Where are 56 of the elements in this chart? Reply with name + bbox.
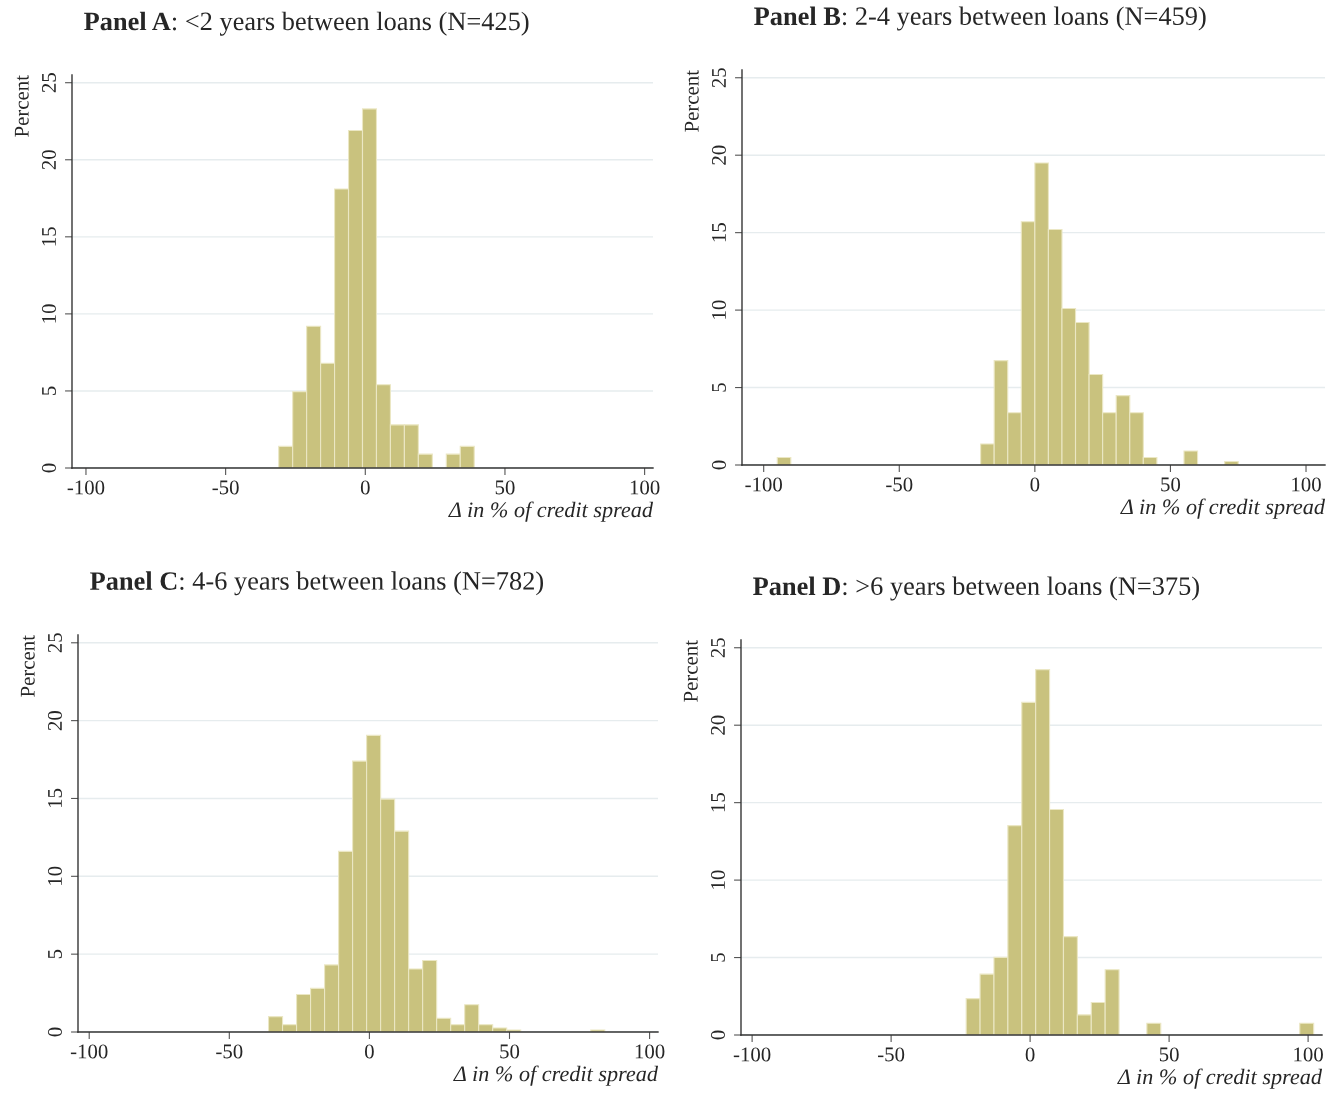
y-tick-label: 0 xyxy=(710,1030,725,1040)
y-tick-label: 0 xyxy=(711,460,726,470)
x-tick-label: -100 xyxy=(733,1047,771,1062)
y-tick-label: 5 xyxy=(711,953,725,962)
y-tick-label: 0 xyxy=(41,463,56,473)
y-tick-label: 5 xyxy=(48,949,62,959)
y-axis-title: Percent xyxy=(684,70,699,132)
y-axis-title: Percent xyxy=(20,635,35,697)
y-tick-label: 15 xyxy=(711,793,725,812)
chart-title: Panel A: <2 years between loans (N=425) xyxy=(84,11,529,36)
y-axis-title: Percent xyxy=(683,640,698,702)
y-tick-label: 10 xyxy=(41,304,56,323)
x-tick-label: -100 xyxy=(67,480,105,495)
y-tick-label: 15 xyxy=(42,227,56,246)
x-axis-title: Δ in % of credit spread xyxy=(1120,498,1326,519)
y-tick-label: 10 xyxy=(710,870,725,889)
x-tick-label: 50 xyxy=(1159,1047,1179,1062)
x-tick-label: 0 xyxy=(360,480,370,495)
y-tick-label: 5 xyxy=(42,386,56,395)
y-tick-label: 25 xyxy=(711,68,726,88)
x-tick-label: 50 xyxy=(495,480,515,495)
x-tick-label: 100 xyxy=(635,1044,665,1059)
x-axis-title: Δ in % of credit spread xyxy=(1117,1068,1323,1089)
y-tick-label: 25 xyxy=(710,638,725,658)
x-tick-label: 0 xyxy=(1030,477,1040,492)
y-tick-label: 25 xyxy=(41,73,56,93)
x-tick-label: 50 xyxy=(500,1044,520,1059)
y-tick-label: 20 xyxy=(711,145,726,165)
x-tick-label: -100 xyxy=(745,477,782,492)
x-tick-label: 100 xyxy=(1294,1047,1323,1062)
chart-title: Panel B: 2-4 years between loans (N=459) xyxy=(754,6,1206,31)
y-tick-label: 10 xyxy=(47,866,62,885)
y-tick-label: 20 xyxy=(710,715,725,735)
x-tick-label: -100 xyxy=(70,1044,108,1059)
y-tick-label: 20 xyxy=(47,711,62,731)
chart-title: Panel D: >6 years between loans (N=375) xyxy=(753,576,1199,601)
y-tick-label: 10 xyxy=(711,300,726,319)
chart-title: Panel C: 4-6 years between loans (N=782) xyxy=(90,571,544,596)
y-tick-label: 15 xyxy=(712,223,726,242)
x-tick-label: -50 xyxy=(212,480,239,495)
y-tick-label: 25 xyxy=(47,633,62,653)
x-tick-label: 0 xyxy=(1025,1047,1035,1062)
x-tick-label: 100 xyxy=(630,480,660,495)
x-axis-title: Δ in % of credit spread xyxy=(453,1065,659,1086)
x-tick-label: 0 xyxy=(364,1044,374,1059)
x-tick-label: 100 xyxy=(1292,477,1321,492)
y-tick-label: 15 xyxy=(48,788,62,808)
x-tick-label: -50 xyxy=(216,1044,243,1059)
y-tick-label: 5 xyxy=(712,383,726,392)
x-tick-label: -50 xyxy=(878,1047,905,1062)
y-tick-label: 20 xyxy=(41,150,56,170)
x-tick-label: 50 xyxy=(1161,477,1181,492)
x-tick-label: -50 xyxy=(886,477,913,492)
y-tick-label: 0 xyxy=(47,1027,62,1037)
x-axis-title: Δ in % of credit spread xyxy=(448,501,654,522)
y-axis-title: Percent xyxy=(14,75,29,137)
